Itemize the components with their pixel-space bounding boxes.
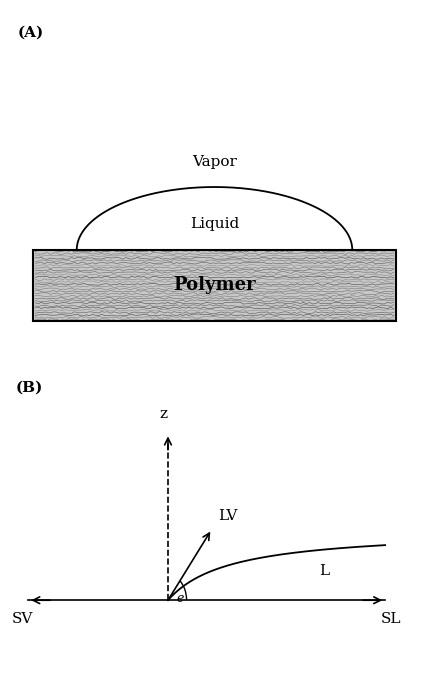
- Text: z: z: [159, 407, 167, 421]
- Text: (B): (B): [16, 381, 43, 395]
- Text: Polymer: Polymer: [173, 277, 256, 295]
- Text: (A): (A): [18, 26, 44, 39]
- Bar: [33, 250, 396, 321]
- Text: Vapor: Vapor: [192, 155, 237, 169]
- Text: SL: SL: [381, 612, 402, 627]
- Bar: [33, 250, 396, 321]
- Text: Liquid: Liquid: [190, 217, 239, 230]
- Text: SV: SV: [12, 612, 33, 627]
- Text: e: e: [177, 592, 184, 605]
- Text: L: L: [319, 564, 329, 578]
- Text: LV: LV: [218, 509, 237, 523]
